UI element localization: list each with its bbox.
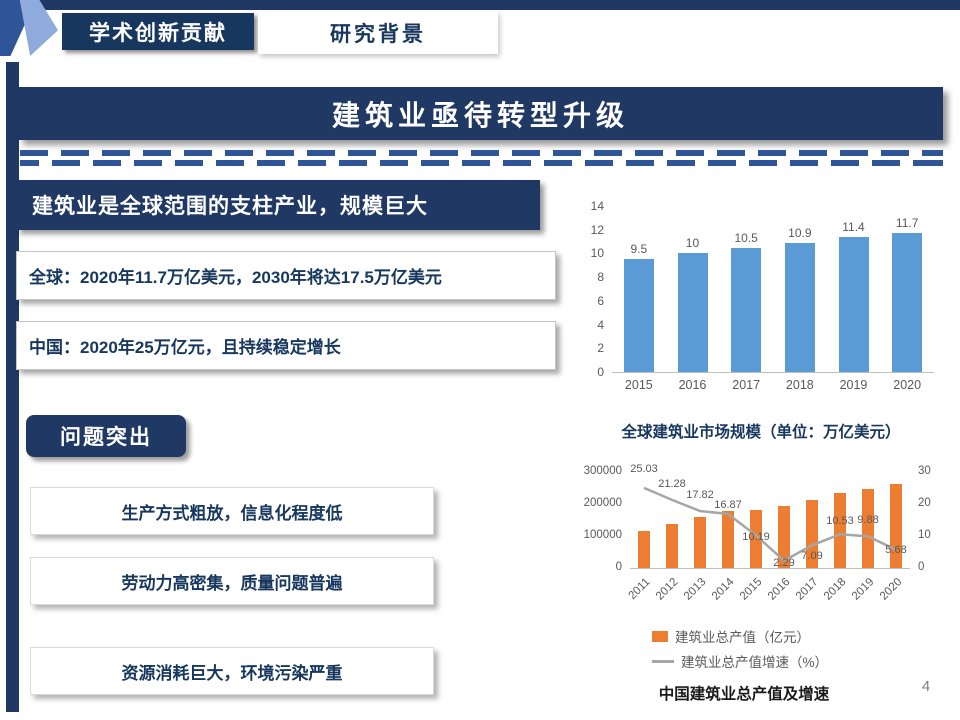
x-axis-label: 2015: [624, 378, 653, 392]
bar: [834, 492, 846, 568]
x-axis-label: 2017: [732, 378, 761, 392]
bar: [838, 236, 869, 372]
line-value-label: 21.28: [658, 477, 686, 490]
bar: [750, 510, 762, 568]
right-axis-tick: 30: [918, 465, 931, 477]
pillar-statement: 建筑业是全球范围的支柱产业，规模巨大: [16, 180, 540, 230]
top-strip-decoration: [0, 0, 960, 10]
fact-china: 中国：2020年25万亿元，且持续稳定增长: [16, 321, 556, 370]
y-axis-tick: 6: [597, 293, 604, 308]
y-axis-tick: 0: [597, 365, 604, 379]
dashed-divider: [20, 160, 943, 166]
bar: [778, 505, 790, 568]
line-value-label: 7.09: [801, 550, 823, 563]
chart2-caption: 中国建筑业总产值及增速: [658, 686, 830, 703]
bar: [892, 233, 923, 372]
line-value-label: 10.19: [742, 531, 770, 544]
header-tab-academic-innovation[interactable]: 学术创新贡献: [62, 13, 254, 50]
y-axis-tick: 4: [597, 317, 604, 332]
bar: [862, 488, 874, 568]
y-axis-tick: 12: [590, 222, 604, 237]
line-value-label: 10.53: [826, 515, 854, 528]
bar: [722, 511, 734, 568]
right-axis-tick: 10: [918, 529, 931, 541]
bar: [731, 247, 762, 372]
slide-title: 建筑业亟待转型升级: [18, 87, 943, 140]
line-value-label: 17.82: [686, 488, 714, 501]
y-axis-tick: 2: [597, 341, 604, 356]
problem-item: 资源消耗巨大，环境污染严重: [30, 647, 434, 695]
bar-value-label: 10.9: [788, 225, 812, 240]
problems-heading: 问题突出: [26, 415, 186, 457]
x-axis-label: 2016: [678, 378, 707, 392]
x-axis-line: [630, 568, 910, 569]
problem-item: 生产方式粗放，信息化程度低: [30, 487, 434, 535]
bar-value-label: 11.4: [842, 219, 865, 234]
line-value-label: 5.68: [885, 543, 907, 556]
x-axis-label: 2020: [893, 378, 922, 392]
line-value-label: 16.87: [714, 499, 742, 512]
right-axis-tick: 20: [918, 497, 931, 509]
legend-line-swatch: [652, 659, 674, 663]
left-axis-tick: 200000: [583, 497, 622, 509]
bar: [694, 516, 706, 568]
bar: [677, 253, 708, 372]
x-axis-label: 2019: [839, 378, 868, 392]
fact-global: 全球：2020年11.7万亿美元，2030年将达17.5万亿美元: [16, 251, 556, 300]
bar-value-label: 10.5: [734, 230, 758, 245]
x-axis-label: 2018: [785, 378, 814, 392]
x-axis-line: [612, 372, 934, 373]
chart1-caption: 全球建筑业市场规模（单位：万亿美元）: [621, 424, 901, 441]
y-axis-tick: 14: [590, 199, 604, 213]
global-market-bar-chart: 0 2 4 6 8 10 12 14 9.5 2015 10 2016 10.5 2017 10.9 2018…: [576, 194, 946, 398]
china-output-combo-chart: 0 100000 200000 300000 0 10 20 30 25.03 21.28 17.8…: [576, 456, 946, 624]
chart2-legend: 建筑业总产值（亿元） 建筑业总产值增速（%）: [652, 626, 828, 671]
header-tab-research-background[interactable]: 研究背景: [258, 11, 498, 54]
bar-value-label: 10: [685, 236, 700, 251]
left-rail-decoration: [6, 62, 19, 712]
bar: [638, 530, 650, 568]
line-value-label: 2.29: [773, 556, 795, 569]
bar: [623, 259, 654, 372]
left-axis-tick: 300000: [583, 465, 622, 477]
line-value-label: 9.88: [857, 514, 879, 527]
y-axis-tick: 8: [597, 270, 604, 285]
bar: [806, 499, 818, 568]
dashed-divider: [20, 150, 943, 156]
problem-item: 劳动力高密集，质量问题普遍: [30, 557, 434, 605]
right-axis-tick: 0: [918, 561, 925, 573]
corner-decoration: [0, 0, 58, 56]
legend-item-growth-rate: 建筑业总产值增速（%）: [652, 651, 828, 671]
legend-bar-swatch: [652, 630, 668, 642]
growth-rate-line: [643, 486, 897, 563]
bar-value-label: 9.5: [630, 242, 648, 257]
legend-label-growth-rate: 建筑业总产值增速（%）: [681, 655, 829, 670]
left-axis-tick: 0: [615, 561, 622, 573]
bar: [666, 524, 678, 568]
line-value-label: 25.03: [630, 462, 658, 475]
bar-value-label: 11.7: [895, 216, 919, 231]
left-axis-tick: 100000: [583, 529, 622, 541]
bar: [890, 483, 902, 568]
legend-item-total-output: 建筑业总产值（亿元）: [652, 626, 828, 646]
y-axis-tick: 10: [590, 246, 604, 261]
bar: [784, 242, 815, 372]
legend-label-total-output: 建筑业总产值（亿元）: [675, 630, 810, 645]
page-number: 4: [921, 678, 931, 695]
